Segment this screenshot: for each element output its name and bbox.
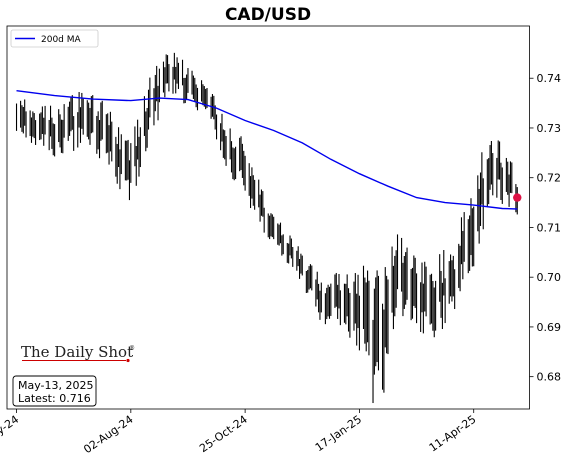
x-tick-label: 02-Aug-24 <box>81 413 135 456</box>
latest-point-marker <box>513 193 522 202</box>
info-latest: Latest: 0.716 <box>18 392 91 405</box>
y-axis: 0.68 0.69 0.70 0.71 0.72 0.73 0.74 <box>529 72 562 384</box>
y-tick-label: 0.70 <box>537 271 562 284</box>
ma-200d-line <box>16 90 518 210</box>
info-box-frame <box>12 375 97 407</box>
info-box: May-13, 2025 Latest: 0.716 <box>12 375 97 407</box>
y-tick-label: 0.74 <box>537 72 562 85</box>
price-range-series <box>15 52 518 404</box>
brand-mark: ® <box>129 345 135 352</box>
legend: 200d MA <box>10 29 99 48</box>
brand-dot <box>126 358 130 363</box>
y-tick-label: 0.73 <box>537 122 562 135</box>
x-axis: 10-May-24 02-Aug-24 25-Oct-24 17-Jan-25 11-A… <box>0 409 478 457</box>
y-tick-label: 0.68 <box>537 371 562 384</box>
brand-text: The Daily Shot <box>21 343 133 361</box>
chart-title: CAD/USD <box>225 5 311 25</box>
y-tick-label: 0.71 <box>537 221 562 234</box>
x-tick-label: 25-Oct-24 <box>197 413 250 455</box>
y-tick-label: 0.69 <box>537 321 562 334</box>
legend-box <box>10 29 99 48</box>
info-date: May-13, 2025 <box>18 379 94 392</box>
y-tick-label: 0.72 <box>537 172 562 185</box>
x-tick-label: 17-Jan-25 <box>313 413 364 454</box>
brand-logo: The Daily Shot ® <box>21 343 135 363</box>
x-tick-label: 10-May-24 <box>0 413 21 457</box>
x-tick-label: 11-Apr-25 <box>427 413 479 455</box>
legend-label: 200d MA <box>41 35 82 45</box>
